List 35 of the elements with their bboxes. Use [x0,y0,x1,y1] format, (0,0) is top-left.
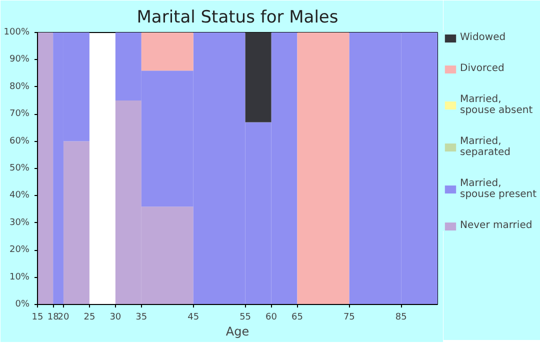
x-tick-label: 25 [84,312,96,322]
legend-label: Married, spouse present [460,178,537,200]
x-tick-label: 15 [32,312,44,322]
y-tick-label: 60% [9,136,30,146]
x-tick-label: 85 [395,312,407,322]
y-tick-label: 30% [9,218,30,228]
x-tick-label: 60 [266,312,278,322]
x-tick-label: 18 [47,312,60,322]
y-tick-label: 100% [4,28,30,38]
bar [63,141,90,304]
y-tick-label: 80% [9,82,30,92]
y-tick-label: 20% [9,245,30,256]
bar [297,32,350,304]
y-tick-label: 10% [9,272,30,282]
x-tick-label: 30 [110,312,122,322]
x-tick-label: 45 [188,312,200,322]
chart-title: Marital Status for Males [136,8,338,28]
legend-label: Divorced [460,63,504,74]
y-tick-label: 40% [9,190,30,201]
x-tick-label: 20 [58,312,70,322]
y-tick-label: 50% [9,164,30,174]
x-tick-label: 65 [292,312,303,322]
y-tick-label: 70% [9,109,30,120]
y-tick-label: 0% [15,300,30,310]
y-tick-label: 90% [9,54,30,65]
x-tick-label: 55 [240,312,252,322]
x-tick-label: 35 [136,312,148,322]
legend-label: Married, spouse absent [460,94,533,116]
legend-label: Never married [460,220,532,231]
bar [141,32,194,71]
legend-label: Widowed [460,32,506,43]
legend-label: Married, separated [460,136,510,158]
x-tick-label: 75 [343,312,355,322]
bar [245,32,272,122]
x-axis-title: Age [226,324,250,338]
